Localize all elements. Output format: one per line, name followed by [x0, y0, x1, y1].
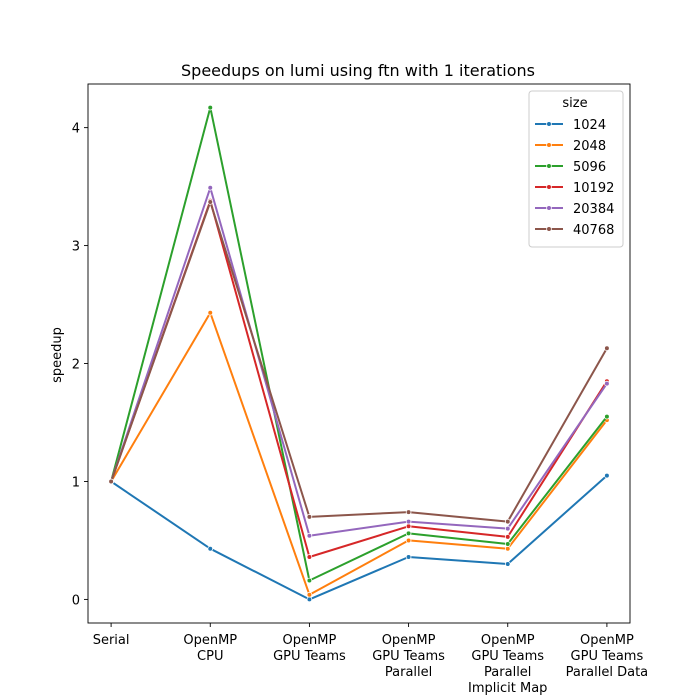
- series-line: [110, 199, 608, 558]
- x-tick-label-line: Parallel Data: [566, 665, 649, 680]
- y-tick-label: 2: [72, 358, 80, 373]
- x-tick-label: OpenMP GPU Teams Parallel Data: [566, 633, 649, 680]
- x-tick-label-line: GPU Teams: [471, 649, 544, 664]
- data-point: [604, 380, 610, 387]
- plot-area: [87, 83, 631, 624]
- series-20384: [108, 184, 610, 539]
- x-tick-label-line: OpenMP: [183, 633, 237, 648]
- x-tick-label-line: CPU: [197, 649, 223, 664]
- chart-title: Speedups on lumi using ftn with 1 iterat…: [181, 61, 535, 80]
- x-tick-label-line: GPU Teams: [372, 649, 445, 664]
- data-point: [405, 530, 412, 537]
- data-point: [604, 413, 610, 420]
- legend-item-1024: 1024: [535, 118, 606, 133]
- legend-label: 5096: [573, 160, 606, 175]
- legend-title: size: [562, 96, 587, 111]
- x-tick-label: OpenMP GPU Teams: [273, 633, 346, 664]
- data-point: [207, 310, 214, 316]
- x-tick-label: OpenMP CPU: [183, 633, 237, 664]
- x-tick-label-line: GPU Teams: [571, 649, 644, 664]
- data-point: [306, 532, 313, 539]
- series-5096: [108, 104, 610, 584]
- series-line: [110, 106, 608, 582]
- y-axis-label: speedup: [50, 327, 65, 383]
- x-tick-label-line: Parallel: [484, 665, 531, 680]
- y-tick-label: 4: [72, 122, 80, 137]
- x-tick-label: Serial: [93, 633, 130, 648]
- series-1024: [108, 472, 610, 603]
- legend-label: 20384: [573, 202, 614, 217]
- legend-label: 10192: [573, 181, 614, 196]
- data-point: [207, 184, 214, 191]
- legend-label: 2048: [573, 139, 606, 154]
- data-point: [306, 554, 313, 560]
- series-40768: [108, 199, 610, 525]
- series-layer: [108, 104, 610, 603]
- legend-marker: [546, 163, 552, 169]
- x-tick-label-line: Serial: [93, 633, 130, 648]
- data-point: [405, 537, 412, 544]
- data-point: [504, 545, 511, 552]
- data-point: [207, 199, 214, 205]
- legend-label: 1024: [573, 118, 606, 133]
- y-tick-label: 0: [72, 593, 80, 608]
- data-point: [604, 345, 610, 351]
- x-tick-label: OpenMP GPU Teams Parallel: [372, 633, 445, 680]
- series-line: [110, 186, 608, 537]
- data-point: [405, 554, 412, 560]
- x-tick-label: OpenMP GPU Teams Parallel Implicit Map: [468, 633, 547, 696]
- data-point: [405, 523, 412, 530]
- legend-item-40768: 40768: [535, 223, 614, 238]
- data-point: [306, 591, 313, 598]
- data-point: [504, 534, 511, 540]
- x-tick-label-line: GPU Teams: [273, 649, 346, 664]
- data-point: [207, 104, 214, 111]
- series-line: [110, 474, 608, 601]
- data-point: [504, 525, 511, 532]
- data-point: [504, 518, 511, 525]
- x-tick-label-line: Parallel: [385, 665, 432, 680]
- legend-marker: [546, 226, 552, 232]
- x-tick-label-line: OpenMP: [382, 633, 436, 648]
- series-2048: [108, 310, 610, 598]
- x-tick-label-line: Implicit Map: [468, 681, 547, 696]
- data-point: [108, 478, 114, 485]
- legend-label: 40768: [573, 223, 614, 238]
- data-point: [504, 541, 511, 547]
- legend-item-10192: 10192: [535, 181, 614, 196]
- x-tick-label-line: OpenMP: [580, 633, 634, 648]
- data-point: [306, 514, 313, 520]
- data-point: [207, 545, 214, 552]
- legend-marker: [546, 142, 552, 148]
- series-line: [110, 200, 608, 523]
- legend-marker: [546, 184, 552, 190]
- series-10192: [108, 197, 610, 560]
- y-tick-label: 3: [72, 240, 80, 255]
- x-tick-label-line: OpenMP: [283, 633, 337, 648]
- data-point: [504, 561, 511, 567]
- legend: size 1024 2048 5096 10192 20384 40768: [528, 90, 624, 248]
- series-line: [110, 311, 608, 596]
- y-axis: 0 1 2 3 4: [72, 122, 88, 608]
- legend-marker: [546, 121, 552, 127]
- data-point: [306, 577, 313, 584]
- y-tick-label: 1: [72, 475, 80, 490]
- data-point: [306, 596, 313, 603]
- legend-marker: [546, 205, 552, 211]
- legend-item-2048: 2048: [535, 139, 606, 154]
- plot-frame: [87, 83, 631, 624]
- legend-item-5096: 5096: [535, 160, 606, 175]
- x-tick-label-line: OpenMP: [481, 633, 535, 648]
- legend-item-20384: 20384: [535, 202, 614, 217]
- data-point: [604, 472, 610, 479]
- data-point: [405, 518, 412, 525]
- data-point: [405, 509, 412, 515]
